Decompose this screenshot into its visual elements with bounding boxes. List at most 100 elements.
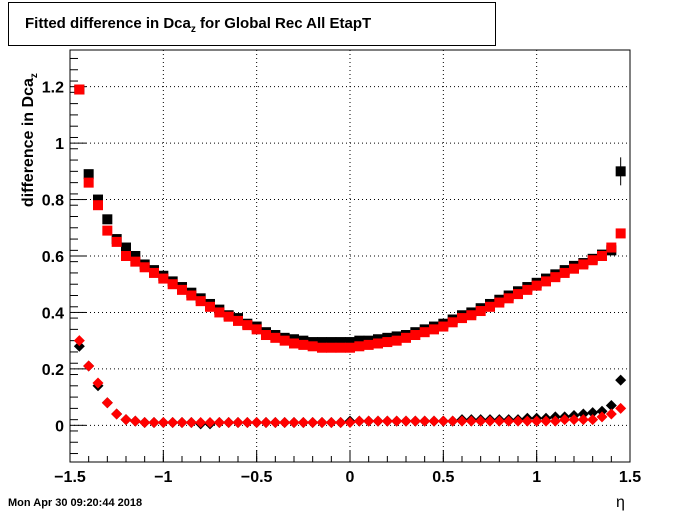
data-point-diamond [148,416,160,428]
data-point-diamond [92,377,104,389]
y-tick-label: 0.4 [42,305,64,322]
y-tick-label: 1 [55,136,64,153]
timestamp: Mon Apr 30 09:20:44 2018 [8,497,143,509]
y-axis-label-main: difference in Dca [19,78,37,208]
data-point-square [401,332,411,343]
data-point-diamond [605,408,617,420]
data-point-square [102,225,113,236]
data-point-diamond [213,416,225,428]
y-axis-label: difference in Dcaz [20,30,40,250]
data-point-diamond [111,408,123,420]
data-point-square [270,332,281,343]
data-point-diamond [596,405,608,417]
data-point-diamond [167,416,179,428]
data-point-square [587,255,598,266]
data-point-diamond [419,415,431,427]
data-point-diamond [279,416,291,428]
data-point-diamond [288,416,300,428]
data-point-square [345,342,355,353]
data-point-square [223,311,234,322]
data-point-diamond [260,416,272,428]
data-point-square [307,341,318,352]
data-point-square [214,307,225,318]
data-point-square [93,200,103,211]
data-point-square [559,267,570,278]
data-point-square [494,297,505,308]
data-point-diamond [363,415,375,427]
data-point-diamond [353,415,365,427]
data-point-diamond [381,415,393,427]
y-tick-label: 0.8 [42,193,64,210]
data-point-square [93,194,103,205]
data-point-diamond [83,360,95,372]
data-point-square [513,289,523,300]
data-point-square [158,273,169,284]
data-point-diamond [577,414,589,426]
data-point-diamond [372,415,384,427]
data-point-square [363,339,374,350]
data-point-diamond [344,416,356,428]
data-point-diamond [521,415,533,427]
data-point-diamond [512,415,524,427]
data-point-diamond [391,415,403,427]
data-point-square [317,337,327,348]
data-point-square [410,330,421,341]
y-tick-label: 0 [55,418,64,435]
data-point-square [522,284,533,295]
data-point-diamond [241,416,253,428]
x-tick-label: 0.5 [432,469,454,486]
data-point-square [139,262,150,273]
data-point-diamond [456,415,468,427]
data-point-diamond [615,374,627,386]
data-point-diamond [437,415,449,427]
data-point-square [279,335,290,346]
data-point-diamond [316,416,328,428]
chart-title-box: Fitted difference in Dcaz for Global Rec… [8,2,496,46]
data-point-square [261,330,271,341]
x-axis-label: η [616,494,625,511]
data-point-square [195,296,206,307]
y-tick-label: 1.2 [42,80,64,97]
chart-title-subscript: z [190,24,196,35]
data-point-diamond [223,416,235,428]
x-tick-label: 1.5 [619,469,641,486]
data-point-diamond [185,416,197,428]
data-point-square [541,276,551,287]
data-point-square [83,169,94,180]
data-point-diamond [503,415,515,427]
data-point-square [149,267,159,278]
data-points [73,84,627,430]
chart-title-main: Fitted difference in Dca [25,15,191,32]
data-point-square [298,339,309,350]
data-point-square [326,337,337,348]
data-point-diamond [307,416,319,428]
data-point-square [177,284,187,295]
data-point-square [391,335,402,346]
data-point-diamond [475,415,487,427]
data-point-square [578,259,589,270]
x-tick-label: 0 [346,469,355,486]
chart-title: Fitted difference in Dcaz for Global Rec… [25,15,371,35]
data-point-diamond [605,400,617,412]
data-point-square [205,301,215,312]
data-point-diamond [251,416,263,428]
data-point-diamond [129,415,141,427]
data-point-diamond [335,416,347,428]
data-point-diamond [484,415,496,427]
data-point-square [121,251,131,261]
data-point-square [373,338,383,349]
data-point-diamond [559,414,571,426]
data-point-square [466,310,477,321]
data-point-square [289,338,299,349]
data-point-square [354,341,365,352]
data-point-diamond [531,415,543,427]
data-point-diamond [587,407,599,419]
data-point-square [531,280,542,291]
data-point-diamond [101,397,113,409]
data-point-square [438,321,449,332]
data-point-square [317,342,327,353]
x-tick-label: −0.5 [241,469,273,486]
data-point-square [382,337,393,348]
data-point-square [111,236,122,247]
